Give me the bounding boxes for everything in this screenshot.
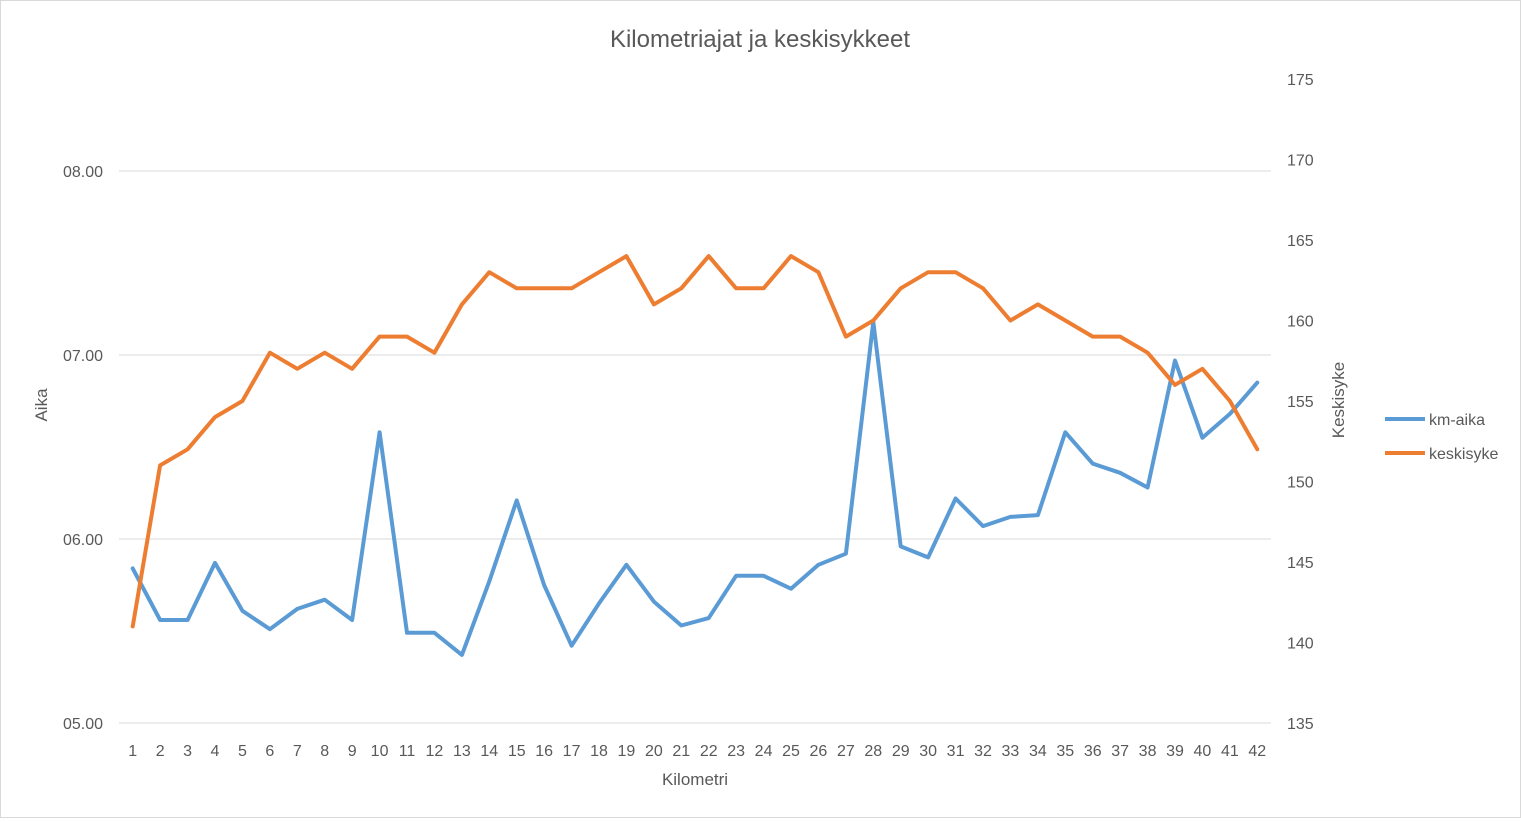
- x-tick-label: 6: [265, 743, 274, 760]
- x-tick-label: 28: [864, 743, 882, 760]
- x-tick-label: 35: [1056, 743, 1074, 760]
- x-tick-label: 34: [1029, 743, 1047, 760]
- x-tick-label: 17: [563, 743, 581, 760]
- x-axis-ticks: 1 2 3 4 5 6 7 8 9 10 11 12 13 14 15 16 17 18 19 20 21 22 23 24 2…: [128, 743, 1266, 760]
- y2-tick-label: 140: [1287, 636, 1314, 653]
- y2-tick-label: 165: [1287, 233, 1314, 250]
- x-tick-label: 29: [892, 743, 910, 760]
- chart-title: Kilometriajat ja keskisykkeet: [610, 26, 910, 53]
- x-tick-label: 42: [1248, 743, 1266, 760]
- x-tick-label: 18: [590, 743, 608, 760]
- x-tick-label: 30: [919, 743, 937, 760]
- series-lines: [130, 254, 1260, 657]
- x-tick-label: 31: [947, 743, 965, 760]
- x-tick-label: 3: [183, 743, 192, 760]
- x-tick-label: 11: [399, 743, 416, 760]
- x-tick-label: 9: [348, 743, 357, 760]
- x-tick-label: 21: [672, 743, 690, 760]
- y-tick-label: 06.00: [63, 532, 103, 549]
- y-tick-label: 07.00: [63, 348, 103, 365]
- x-tick-label: 27: [837, 743, 855, 760]
- x-tick-label: 8: [320, 743, 329, 760]
- x-tick-label: 13: [453, 743, 471, 760]
- x-tick-label: 37: [1111, 743, 1129, 760]
- legend: km-aika keskisyke: [1385, 412, 1498, 463]
- right-axis-ticks: 135 140 145 150 155 160 165 170 175: [1287, 72, 1314, 733]
- x-tick-label: 20: [645, 743, 663, 760]
- x-tick-label: 10: [371, 743, 389, 760]
- y-axis-label: Aika: [32, 388, 51, 422]
- x-tick-label: 1: [128, 743, 137, 760]
- y2-tick-label: 150: [1287, 475, 1314, 492]
- left-axis-ticks: 05.00 06.00 07.00 08.00: [63, 164, 103, 733]
- x-tick-label: 16: [535, 743, 553, 760]
- y2-axis-label: Keskisyke: [1329, 362, 1348, 439]
- y2-tick-label: 160: [1287, 314, 1314, 331]
- x-tick-label: 12: [426, 743, 444, 760]
- legend-label-keskisyke: keskisyke: [1429, 446, 1498, 463]
- series-line-keskisyke: [130, 254, 1260, 629]
- x-tick-label: 15: [508, 743, 526, 760]
- y2-tick-label: 145: [1287, 555, 1314, 572]
- x-tick-label: 22: [700, 743, 718, 760]
- legend-label-km-aika: km-aika: [1429, 412, 1485, 429]
- y2-tick-label: 135: [1287, 716, 1314, 733]
- y-tick-label: 08.00: [63, 164, 103, 181]
- x-tick-label: 14: [480, 743, 498, 760]
- x-tick-label: 5: [238, 743, 247, 760]
- series-line-km-aika: [130, 319, 1260, 657]
- x-tick-label: 4: [211, 743, 220, 760]
- x-tick-label: 36: [1084, 743, 1102, 760]
- x-tick-label: 33: [1002, 743, 1020, 760]
- x-tick-label: 41: [1221, 743, 1239, 760]
- gridlines: [119, 170, 1271, 724]
- x-tick-label: 7: [293, 743, 302, 760]
- x-tick-label: 38: [1139, 743, 1157, 760]
- y2-tick-label: 170: [1287, 153, 1314, 170]
- y2-tick-label: 175: [1287, 72, 1314, 89]
- x-tick-label: 24: [755, 743, 773, 760]
- x-tick-label: 25: [782, 743, 800, 760]
- x-axis-label: Kilometri: [662, 770, 728, 789]
- x-tick-label: 26: [810, 743, 828, 760]
- y-tick-label: 05.00: [63, 716, 103, 733]
- x-tick-label: 32: [974, 743, 992, 760]
- x-tick-label: 19: [618, 743, 636, 760]
- x-tick-label: 23: [727, 743, 745, 760]
- x-tick-label: 2: [156, 743, 165, 760]
- x-tick-label: 40: [1194, 743, 1212, 760]
- y2-tick-label: 155: [1287, 394, 1314, 411]
- x-tick-label: 39: [1166, 743, 1184, 760]
